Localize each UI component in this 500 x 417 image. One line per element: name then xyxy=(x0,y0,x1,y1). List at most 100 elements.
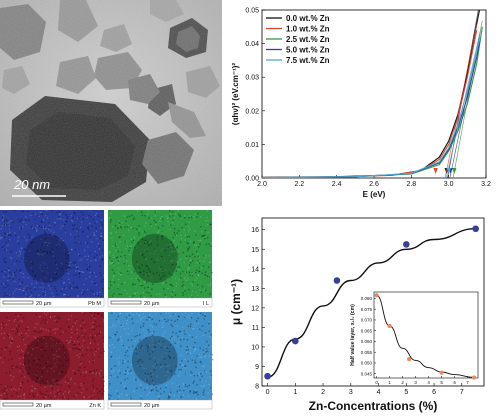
map-scale-label: 20 µm xyxy=(144,301,160,307)
map-1: 20 µm I L xyxy=(107,210,213,308)
attenuation-plot: 0 1 2 3 4 5 6 78910111213141516Zn-Concentration… xyxy=(229,217,485,413)
inset-chart: 0 1 2 3 4 5 6 7 0.045 0.050 0.055 0.060 0.065 0.070 0.… xyxy=(344,288,482,385)
y-tick-label: 0.04 xyxy=(245,41,259,48)
inset-y-tick-label: 0.075 xyxy=(361,307,373,312)
y-tick-label: 0.03 xyxy=(245,75,259,82)
tauc-plot: 2.0 2.2 2.4 2.6 2.8 3.0 3.2 0.00 0.01 0.02 0.03 0.0… xyxy=(231,8,491,200)
y-tick-label: 12 xyxy=(251,305,259,312)
data-point-4 xyxy=(472,225,479,233)
y-tick-label: 0.00 xyxy=(245,176,259,183)
tangent-line-1 xyxy=(444,24,478,178)
inset-data-point-0 xyxy=(374,293,379,298)
legend-label-0: 0.0 wt.% Zn xyxy=(286,14,330,23)
map-label-strip xyxy=(0,399,105,410)
y-tick-label: 14 xyxy=(251,266,259,273)
inset-x-tick-label: 0 xyxy=(375,380,378,385)
map-scale-label: 20 µm xyxy=(36,301,52,307)
band-gap-arrow-2 xyxy=(452,168,457,174)
map-image xyxy=(108,312,212,400)
map-element-label: Zn K xyxy=(89,403,101,409)
y-axis-label: μ (cm⁻¹) xyxy=(229,279,243,325)
y-tick-label: 10 xyxy=(251,344,259,351)
legend-label-2: 2.5 wt.% Zn xyxy=(286,35,330,44)
inset-data-point-1 xyxy=(387,323,392,329)
x-tick-label: 3.2 xyxy=(481,181,491,188)
map-scale-bar xyxy=(110,402,142,407)
inset-data-point-4 xyxy=(472,375,477,380)
inset-x-tick-label: 3 xyxy=(414,380,417,385)
x-tick-label: 4 xyxy=(377,389,381,396)
inset-frame xyxy=(373,291,479,379)
inset-x-tick-label: 5 xyxy=(440,380,443,385)
x-tick-label: 3 xyxy=(349,389,353,396)
map-scale-label: 20 µm xyxy=(36,403,52,409)
tem-scale-label: 20 nm xyxy=(13,177,50,192)
x-tick-label: 2.8 xyxy=(406,181,416,188)
legend: 0.0 wt.% Zn 1.0 wt.% Zn2.5 wt.% Zn 5.0 wt.… xyxy=(266,14,330,65)
inset-data-point-2 xyxy=(407,356,412,362)
inset-y-tick-label: 0.060 xyxy=(361,339,373,344)
inset-y-tick-label: 0.055 xyxy=(361,350,373,355)
tem-image: 20 nm xyxy=(0,0,222,206)
inset-x-tick-label: 1 xyxy=(388,380,391,385)
series-group xyxy=(262,10,483,178)
y-tick-label: 8 xyxy=(255,384,259,391)
y-tick-label: 13 xyxy=(251,286,259,293)
map-element-label: I L xyxy=(203,301,209,307)
map-label-strip xyxy=(107,399,213,410)
x-tick-label: 2.2 xyxy=(294,181,304,188)
legend-label-3: 5.0 wt.% Zn xyxy=(286,46,330,55)
data-point-3 xyxy=(403,241,410,248)
inset-x-tick-label: 4 xyxy=(427,380,430,385)
x-tick-label: 6 xyxy=(432,389,436,396)
inset-y-tick-label: 0.045 xyxy=(361,371,373,376)
y-axis-label: (αhν)² (eV.cm⁻¹)² xyxy=(231,63,240,126)
x-tick-label: 7 xyxy=(460,389,464,396)
x-tick-label: 2.4 xyxy=(332,181,342,188)
x-tick-label: 3.0 xyxy=(444,181,454,188)
inset-x-tick-label: 7 xyxy=(466,380,469,385)
x-tick-label: 0 xyxy=(266,389,270,396)
data-point-1 xyxy=(292,337,299,345)
map-scale-label: 20 µm xyxy=(144,403,160,409)
inset-x-tick-label: 6 xyxy=(453,380,456,385)
data-point-0 xyxy=(264,372,271,380)
map-image xyxy=(108,210,212,298)
map-image xyxy=(0,210,104,298)
inset-y-axis-label: Half value layer, x₁/₂ (cm) xyxy=(350,304,356,366)
map-scale-bar xyxy=(110,300,142,305)
map-image xyxy=(0,312,104,400)
y-tick-label: 0.01 xyxy=(245,142,259,149)
x-axis-label: E (eV) xyxy=(363,190,386,199)
x-tick-label: 2 xyxy=(321,389,325,396)
x-tick-label: 5 xyxy=(404,389,408,396)
map-label-strip xyxy=(107,297,213,308)
series-line-4 xyxy=(262,36,481,178)
x-tick-label: 2.0 xyxy=(257,181,267,188)
y-tick-label: 9 xyxy=(255,364,259,371)
band-gap-arrow-4 xyxy=(446,168,451,174)
tangent-line-4 xyxy=(445,30,481,178)
y-tick-label: 11 xyxy=(252,325,259,332)
x-tick-label: 2.6 xyxy=(369,181,379,188)
map-label-strip xyxy=(0,297,105,308)
elemental-maps: 20 µm Pb M 20 µm I L 20 µm Zn K 20 µm xyxy=(0,210,214,410)
inset-y-tick-label: 0.050 xyxy=(361,361,373,366)
y-tick-label: 16 xyxy=(251,227,259,234)
inset-x-tick-label: 2 xyxy=(401,380,404,385)
y-tick-label: 0.05 xyxy=(245,8,259,15)
inset-y-tick-label: 0.080 xyxy=(361,296,373,301)
data-point-2 xyxy=(333,277,341,284)
inset-y-tick-label: 0.065 xyxy=(361,328,373,333)
map-3: 20 µm xyxy=(107,312,214,410)
map-0: 20 µm Pb M xyxy=(0,210,105,308)
x-axis-label: Zn-Concentrations (%) xyxy=(309,399,438,413)
legend-label-1: 1.0 wt.% Zn xyxy=(286,25,330,34)
band-gap-arrow-1 xyxy=(433,168,438,174)
legend-label-4: 7.5 wt.% Zn xyxy=(286,56,330,65)
x-tick-label: 1 xyxy=(293,389,297,396)
inset-y-tick-label: 0.070 xyxy=(361,318,373,323)
y-tick-label: 0.02 xyxy=(245,108,259,115)
map-scale-bar xyxy=(2,402,34,407)
